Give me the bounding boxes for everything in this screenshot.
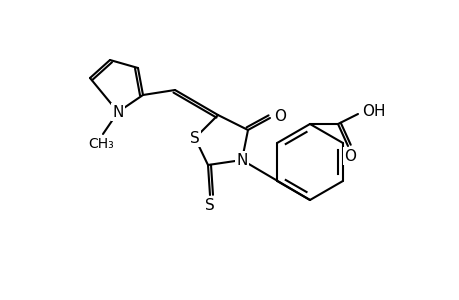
Text: O: O xyxy=(343,148,355,164)
Text: N: N xyxy=(236,152,247,167)
Text: OH: OH xyxy=(362,103,385,118)
Text: N: N xyxy=(112,104,123,119)
Text: S: S xyxy=(205,197,214,212)
Text: S: S xyxy=(190,130,200,146)
Text: CH₃: CH₃ xyxy=(88,137,114,151)
Text: O: O xyxy=(274,109,285,124)
